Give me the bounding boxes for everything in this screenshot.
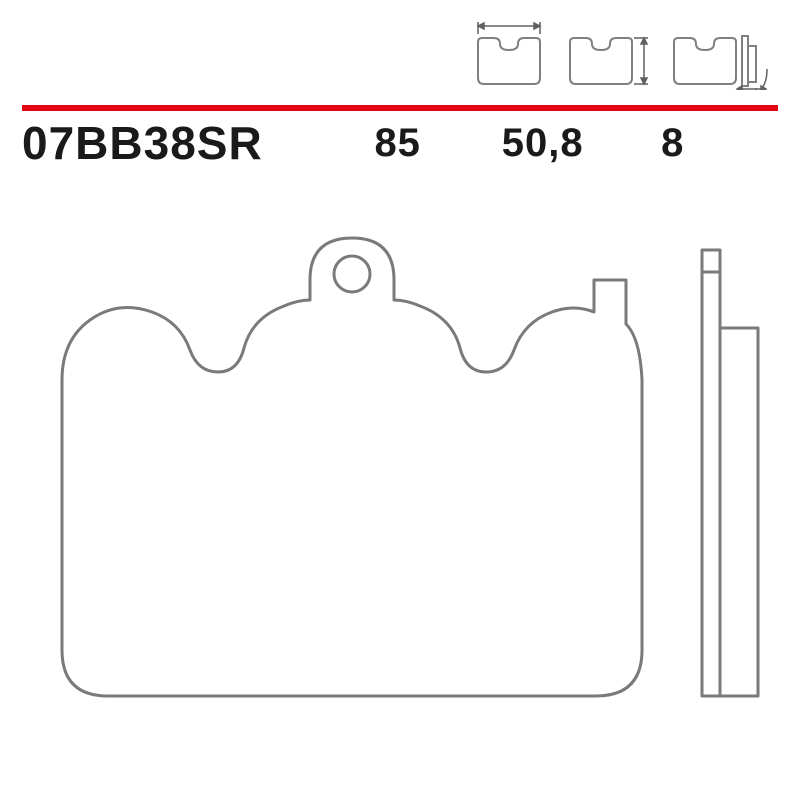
dimension-icons-row [470,18,770,90]
width-dimension-icon [470,18,548,90]
part-number: 07BB38SR [22,116,263,170]
side-view-outline [702,250,758,696]
height-dimension-icon [562,18,652,90]
height-value: 50,8 [463,121,623,166]
technical-drawing [22,220,778,780]
separator-rule [22,98,778,104]
thickness-value: 8 [623,121,723,166]
thickness-dimension-icon [666,18,770,90]
spec-row: 07BB38SR 85 50,8 8 [22,116,778,170]
page: 07BB38SR 85 50,8 8 [0,0,800,800]
width-value: 85 [333,121,463,166]
front-view-outline [62,238,642,696]
dimension-values: 85 50,8 8 [333,121,723,166]
